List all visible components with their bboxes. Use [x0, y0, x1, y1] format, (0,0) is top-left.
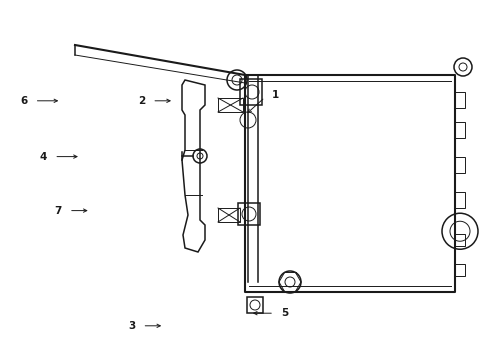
- Text: 6: 6: [20, 96, 27, 106]
- Bar: [455, 264, 465, 276]
- Text: 1: 1: [271, 90, 279, 100]
- Text: 5: 5: [281, 308, 289, 318]
- Bar: [455, 234, 465, 246]
- Bar: [455, 192, 465, 208]
- Text: 3: 3: [128, 321, 135, 331]
- Bar: [247, 297, 263, 313]
- Bar: [455, 122, 465, 138]
- Bar: [455, 157, 465, 173]
- Bar: [238, 203, 260, 225]
- Bar: [218, 98, 243, 112]
- Text: 7: 7: [54, 206, 62, 216]
- Bar: [218, 208, 240, 222]
- Bar: [240, 79, 262, 105]
- Text: 4: 4: [40, 152, 47, 162]
- Bar: [455, 92, 465, 108]
- Text: 2: 2: [138, 96, 145, 106]
